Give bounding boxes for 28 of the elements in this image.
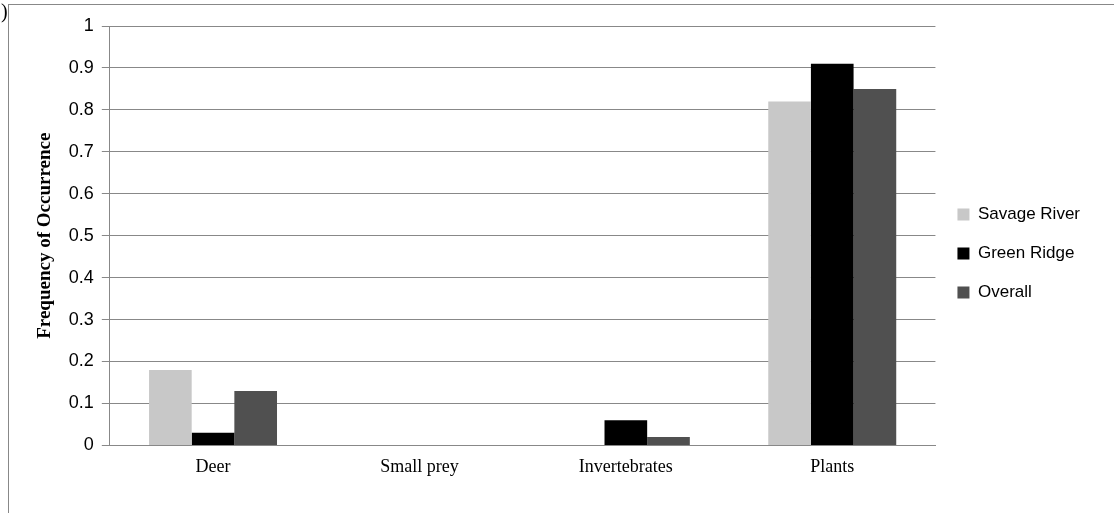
legend-label: Green Ridge <box>977 243 1075 263</box>
y-tick-label: 1 <box>83 14 94 35</box>
bar <box>810 63 854 445</box>
bar <box>191 432 235 445</box>
bar <box>853 88 897 445</box>
x-tick-label: Deer <box>195 455 231 476</box>
y-tick-label: 0.1 <box>68 392 94 413</box>
y-tick-label: 0 <box>83 434 94 455</box>
y-tick-label: 0.3 <box>68 308 94 329</box>
y-tick-label: 0.5 <box>68 224 94 245</box>
text: ) <box>1 0 8 23</box>
legend-label: Savage River <box>977 204 1081 224</box>
y-tick-label: 0.9 <box>68 56 94 77</box>
y-tick-label: 0.7 <box>68 140 94 161</box>
x-tick-label: Small prey <box>380 455 459 476</box>
y-tick-label: 0.6 <box>68 182 94 203</box>
bar <box>234 390 278 445</box>
bar <box>647 437 690 445</box>
legend-label: Overall <box>977 282 1032 302</box>
y-tick-label: 0.4 <box>68 266 94 287</box>
x-tick-label: Invertebrates <box>578 455 673 476</box>
y-axis-title: Frequency of Occurrence <box>33 132 55 339</box>
bar <box>149 369 192 445</box>
y-tick-label: 0.8 <box>68 98 94 119</box>
bar <box>604 420 648 445</box>
bar <box>768 101 811 445</box>
x-tick-label: Plants <box>810 455 855 476</box>
y-tick-label: 0.2 <box>68 350 94 371</box>
